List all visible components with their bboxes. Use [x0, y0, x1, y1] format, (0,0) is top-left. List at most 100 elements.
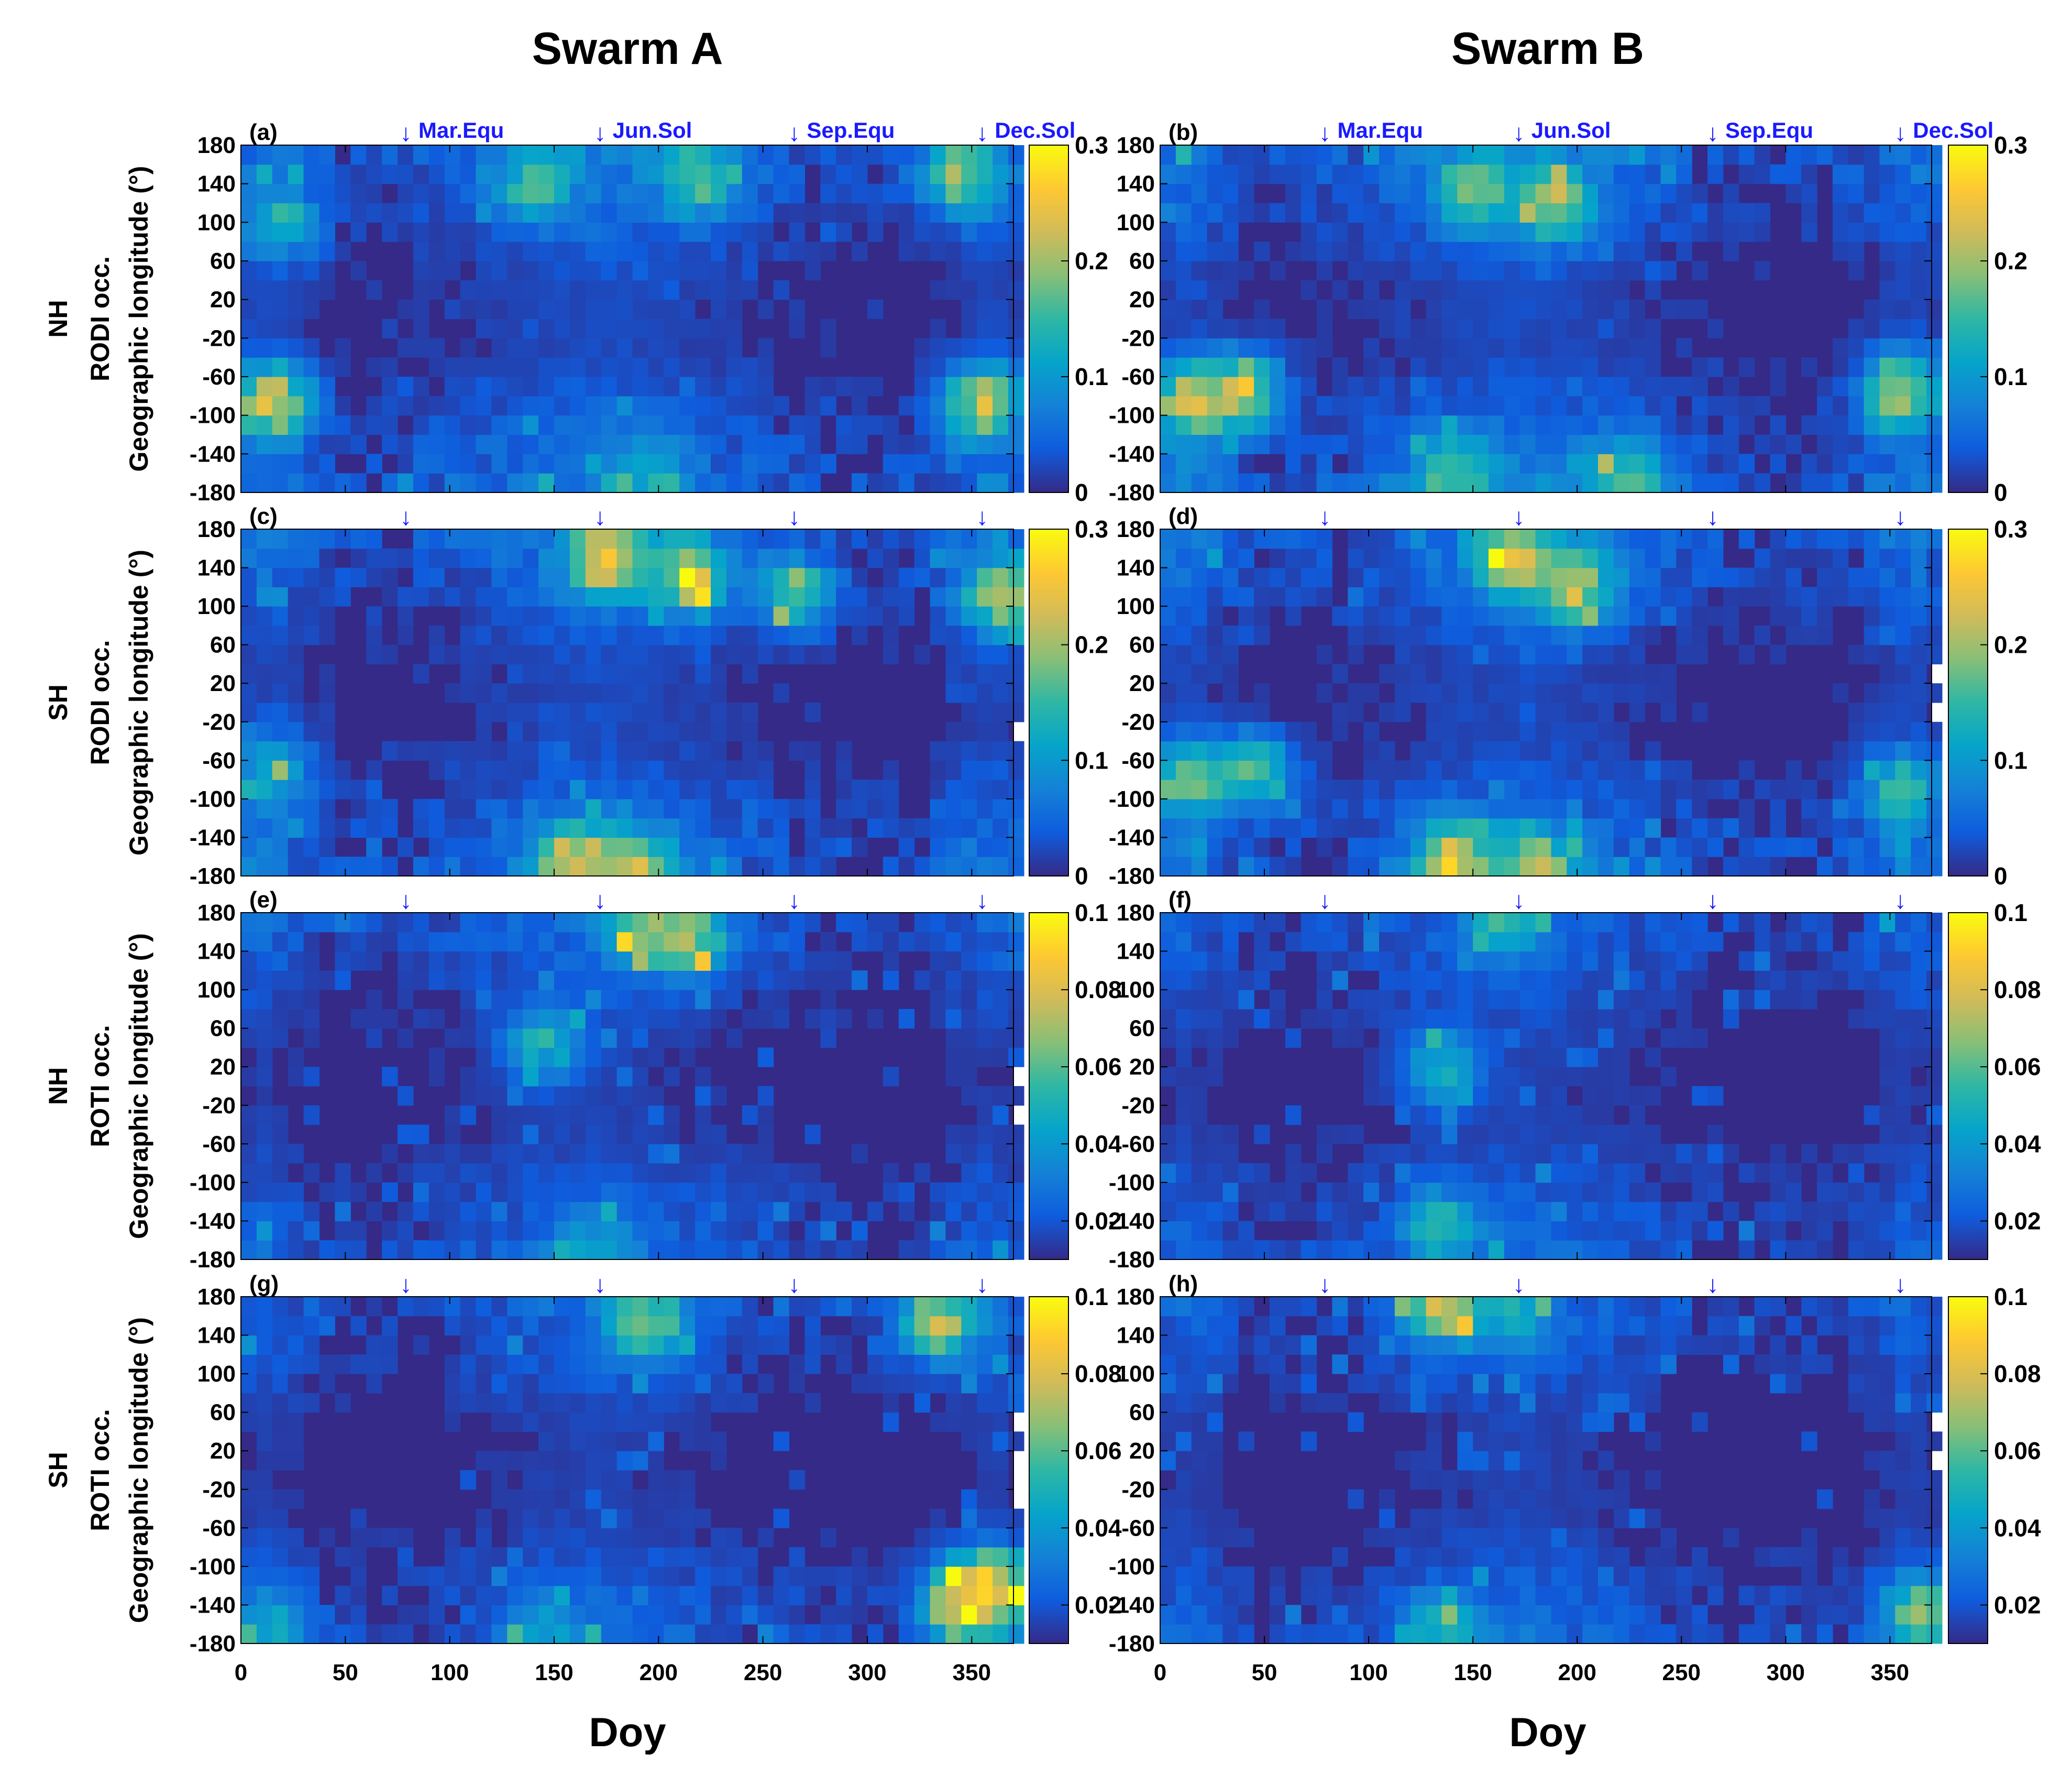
heatmap-cell [1519, 473, 1536, 493]
heatmap-cell [476, 299, 492, 320]
heatmap-cell [303, 970, 320, 990]
heatmap-cell [507, 1624, 523, 1644]
heatmap-cell [1504, 1009, 1520, 1029]
heatmap-cell [1473, 567, 1489, 587]
heatmap-cell [1879, 280, 1895, 300]
heatmap-cell [1817, 606, 1833, 626]
heatmap-cell [757, 970, 774, 990]
heatmap-cell [1285, 164, 1302, 184]
heatmap-cell [820, 1201, 836, 1222]
heatmap-cell [428, 261, 445, 281]
heatmap-cell [1410, 625, 1427, 645]
heatmap-cell [1285, 1105, 1302, 1125]
heatmap-cell [256, 625, 273, 645]
heatmap-cell [1379, 548, 1395, 568]
heatmap-cell [507, 1547, 523, 1567]
heatmap-cell [664, 798, 680, 819]
heatmap-cell [1911, 1182, 1927, 1202]
heatmap-cell [867, 913, 884, 933]
heatmap-cell [1222, 587, 1239, 607]
heatmap-cell [977, 1144, 993, 1164]
heatmap-cell [1504, 145, 1520, 165]
y-axis-label: Geographic longitude (°) [124, 933, 153, 1239]
heatmap-cell [1410, 1067, 1427, 1087]
heatmap-cell [1629, 798, 1646, 819]
heatmap-cell [648, 1124, 664, 1144]
heatmap-cell [1613, 1144, 1630, 1164]
heatmap-cell [1895, 1086, 1911, 1106]
heatmap-cell [1426, 760, 1442, 780]
heatmap-cell [977, 396, 993, 416]
heatmap-cell [1645, 319, 1661, 338]
heatmap-cell [711, 567, 727, 587]
heatmap-cell [945, 377, 962, 397]
heatmap-cell [241, 338, 257, 358]
heatmap-cell [1895, 664, 1911, 684]
heatmap-cell [632, 145, 648, 165]
heatmap-cell [460, 857, 477, 876]
heatmap-cell [1707, 1163, 1724, 1183]
heatmap-cell [241, 703, 257, 722]
heatmap-cell [648, 396, 664, 416]
heatmap-cell [632, 970, 648, 990]
heatmap-cell [773, 548, 790, 568]
heatmap-cell [1008, 529, 1024, 549]
heatmap-cell [820, 164, 836, 184]
heatmap-cell [820, 145, 836, 165]
heatmap-cell [1175, 1221, 1192, 1241]
heatmap-cell [319, 145, 335, 165]
heatmap-cell [1191, 299, 1208, 320]
heatmap-cell [1441, 1240, 1458, 1260]
heatmap-cell [382, 567, 398, 587]
heatmap-cell [428, 798, 445, 819]
heatmap-cell [945, 164, 962, 184]
heatmap-cell [1911, 319, 1927, 338]
heatmap-cell [632, 434, 648, 454]
heatmap-cell [350, 1528, 367, 1548]
heatmap-cell [1551, 1144, 1567, 1164]
heatmap-cell [366, 818, 382, 838]
heatmap-cell [1191, 529, 1208, 549]
heatmap-cell [491, 396, 508, 416]
heatmap-cell [742, 357, 758, 377]
heatmap-cell [1254, 164, 1270, 184]
heatmap-cell [1207, 951, 1224, 971]
heatmap-cell [350, 1585, 367, 1606]
heatmap-cell [1567, 280, 1583, 300]
heatmap-cell [1864, 721, 1880, 742]
heatmap-cell [930, 798, 946, 819]
heatmap-cell [1332, 203, 1348, 223]
heatmap-cell [523, 222, 539, 242]
heatmap-cell [1911, 721, 1927, 742]
heatmap-cell [491, 606, 508, 626]
heatmap-cell [789, 1182, 805, 1202]
heatmap-cell [272, 1163, 289, 1183]
heatmap-cell [1911, 587, 1927, 607]
heatmap-cell [1598, 606, 1614, 626]
heatmap-cell [1379, 567, 1395, 587]
heatmap-cell [288, 1431, 304, 1451]
heatmap-cell [1410, 145, 1427, 165]
heatmap-cell [491, 261, 508, 281]
heatmap-cell [1895, 990, 1911, 1010]
heatmap-cell [1519, 529, 1536, 549]
heatmap-cell [428, 1240, 445, 1260]
heatmap-cell [1008, 664, 1024, 684]
heatmap-cell [1222, 1201, 1239, 1222]
heatmap-cell [1473, 625, 1489, 645]
heatmap-cell [1207, 357, 1224, 377]
heatmap-cell [1848, 818, 1865, 838]
heatmap-cell [1519, 932, 1536, 952]
heatmap-cell [993, 1240, 1009, 1260]
heatmap-cell [413, 1240, 429, 1260]
heatmap-cell [1801, 780, 1817, 799]
heatmap-cell [1879, 1105, 1895, 1125]
heatmap-cell [476, 1393, 492, 1413]
heatmap-cell [554, 1547, 570, 1567]
heatmap-cell [585, 1335, 602, 1355]
heatmap-cell [1410, 741, 1427, 761]
heatmap-cell [1285, 837, 1302, 857]
heatmap-cell [1008, 454, 1024, 474]
heatmap-cell [616, 454, 633, 474]
